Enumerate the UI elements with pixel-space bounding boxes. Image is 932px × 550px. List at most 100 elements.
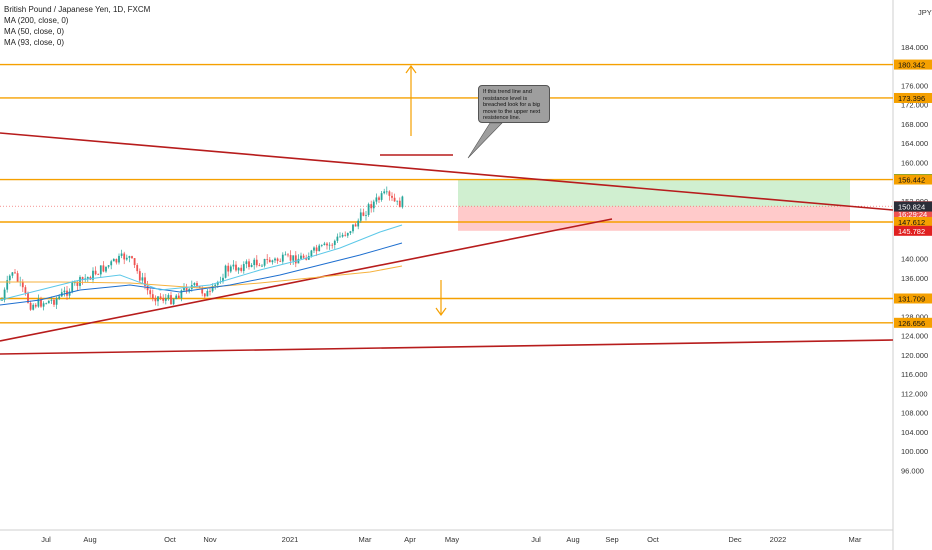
price-tag-label: 173.396 <box>898 94 925 103</box>
candle-body <box>398 200 401 208</box>
candle-body <box>6 280 9 290</box>
candle-body <box>14 272 16 274</box>
candle-body <box>300 255 302 259</box>
candle-body <box>357 220 360 227</box>
candle-body <box>313 247 315 251</box>
legend-ma-200[interactable]: MA (200, close, 0) <box>4 16 69 25</box>
price-tag-label: 131.709 <box>898 294 925 303</box>
candle-body <box>318 245 321 252</box>
candle-body <box>323 243 326 245</box>
y-tick-label: 184.000 <box>901 43 928 52</box>
candle-body <box>209 290 211 292</box>
candle-body <box>235 264 237 271</box>
x-tick-label: Oct <box>164 535 177 544</box>
candle-body <box>245 261 248 265</box>
y-tick-label: 172.000 <box>901 101 928 110</box>
candle-body <box>242 264 245 271</box>
price-tag <box>894 217 932 227</box>
candle-body <box>133 258 136 266</box>
price-tag <box>894 92 932 103</box>
candle-body <box>336 236 339 241</box>
candle-body <box>287 254 289 256</box>
candle-body <box>164 298 167 301</box>
legend-ma-93[interactable]: MA (93, close, 0) <box>4 38 65 47</box>
candle-body <box>63 290 66 293</box>
candle-body <box>40 299 42 307</box>
candle-body <box>170 295 172 305</box>
candle-body <box>201 288 204 294</box>
chart-legend: British Pound / Japanese Yen, 1D, FXCM M… <box>4 4 150 48</box>
candle-body <box>159 296 162 299</box>
candle-body <box>34 304 37 307</box>
candle-body <box>289 255 292 261</box>
price-tag-label: 147.612 <box>898 218 925 227</box>
candle-body <box>112 258 115 262</box>
candle-body <box>261 265 263 267</box>
y-tick-label: 96.000 <box>901 466 924 475</box>
candle-body <box>185 286 188 292</box>
candle-body <box>193 283 196 286</box>
candles <box>1 186 404 311</box>
currency-label: JPY <box>918 8 932 17</box>
x-tick-label: Aug <box>83 535 96 544</box>
y-tick-label: 168.000 <box>901 120 928 129</box>
candle-body <box>216 281 219 285</box>
candle-body <box>305 257 308 260</box>
candle-body <box>172 299 175 305</box>
candle-body <box>232 264 235 267</box>
candle-body <box>144 277 146 286</box>
candle-body <box>271 260 274 263</box>
candle-body <box>92 270 94 280</box>
candle-body <box>79 277 81 286</box>
price-tag-label: 145.782 <box>898 227 925 236</box>
candle-body <box>105 266 107 272</box>
candle-body <box>359 212 362 221</box>
x-tick-label: 2022 <box>770 535 787 544</box>
down-arrow-head <box>435 307 447 317</box>
candle-body <box>346 233 349 236</box>
candle-body <box>333 240 336 245</box>
candle-body <box>339 236 341 238</box>
candle-body <box>222 277 224 282</box>
candle-body <box>27 292 29 303</box>
descending-trendline <box>0 132 894 211</box>
candle-body <box>341 234 344 237</box>
candle-body <box>367 204 370 215</box>
candle-body <box>284 254 287 256</box>
candle-body <box>115 258 118 263</box>
candle-body <box>71 282 74 292</box>
legend-ma-50[interactable]: MA (50, close, 0) <box>4 27 65 36</box>
candle-body <box>396 200 399 202</box>
candle-body <box>58 296 61 299</box>
candle-body <box>154 298 157 302</box>
price-tag <box>894 174 932 185</box>
y-tick-label: 136.000 <box>901 274 928 283</box>
y-tick-label: 100.000 <box>901 447 928 456</box>
y-tick-label: 128.000 <box>901 312 928 321</box>
candle-body <box>120 253 123 256</box>
candle-body <box>76 282 79 286</box>
candle-body <box>8 275 11 281</box>
profit-zone <box>458 179 850 207</box>
price-tag <box>894 201 932 212</box>
candle-body <box>365 214 367 216</box>
x-tick-label: Mar <box>849 535 862 544</box>
candle-body <box>263 258 266 266</box>
candle-body <box>224 265 227 278</box>
candle-body <box>136 265 139 272</box>
candle-body <box>68 291 71 296</box>
x-tick-label: 2021 <box>282 535 299 544</box>
callout-pointer <box>467 122 503 159</box>
candle-body <box>141 277 144 281</box>
candle-body <box>203 293 206 297</box>
legend-symbol[interactable]: British Pound / Japanese Yen, 1D, FXCM <box>4 5 151 14</box>
candle-body <box>375 197 378 202</box>
candle-body <box>279 260 282 262</box>
candle-body <box>102 265 105 272</box>
callout-note[interactable]: If this trend line and resistance level … <box>478 85 550 123</box>
candle-body <box>297 258 300 264</box>
candle-body <box>214 284 217 286</box>
candle-body <box>107 265 110 267</box>
x-tick-label: May <box>445 535 459 544</box>
